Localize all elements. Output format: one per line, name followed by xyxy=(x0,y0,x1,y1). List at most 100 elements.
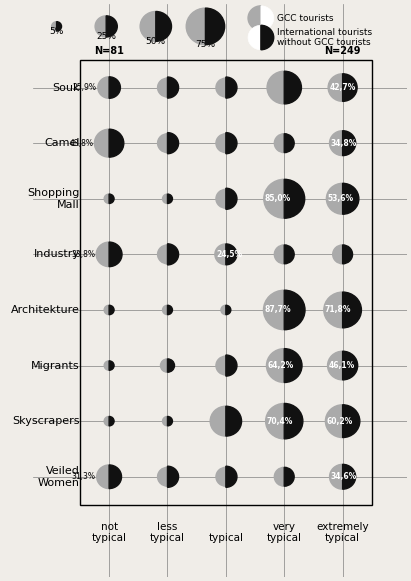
Wedge shape xyxy=(216,134,226,153)
Wedge shape xyxy=(168,77,179,98)
Wedge shape xyxy=(206,8,225,45)
Wedge shape xyxy=(226,244,237,265)
Wedge shape xyxy=(157,134,168,153)
Text: 60,2%: 60,2% xyxy=(327,417,353,426)
Text: 53,6%: 53,6% xyxy=(328,194,354,203)
Wedge shape xyxy=(343,245,353,264)
Wedge shape xyxy=(343,131,356,156)
Text: Skyscrapers: Skyscrapers xyxy=(12,416,80,426)
Wedge shape xyxy=(264,180,284,218)
Wedge shape xyxy=(168,359,175,372)
Wedge shape xyxy=(343,405,360,437)
Wedge shape xyxy=(261,6,274,30)
Text: 31,3%: 31,3% xyxy=(72,472,95,481)
Wedge shape xyxy=(109,77,120,98)
Wedge shape xyxy=(343,74,357,101)
Wedge shape xyxy=(168,466,179,487)
Wedge shape xyxy=(343,292,361,328)
Text: less
typical: less typical xyxy=(150,522,185,543)
Text: 70,4%: 70,4% xyxy=(267,417,293,426)
Text: 71,8%: 71,8% xyxy=(325,306,351,314)
Wedge shape xyxy=(104,305,109,315)
Wedge shape xyxy=(266,349,284,382)
Wedge shape xyxy=(226,132,237,154)
Wedge shape xyxy=(216,189,226,208)
Wedge shape xyxy=(248,26,261,50)
Wedge shape xyxy=(156,12,171,41)
Wedge shape xyxy=(216,78,226,97)
Wedge shape xyxy=(104,417,109,426)
Text: not
typical: not typical xyxy=(92,522,127,543)
Wedge shape xyxy=(168,194,173,203)
Wedge shape xyxy=(98,77,109,98)
Wedge shape xyxy=(226,188,237,209)
Wedge shape xyxy=(109,465,122,489)
Wedge shape xyxy=(168,244,179,265)
Wedge shape xyxy=(343,351,358,380)
Wedge shape xyxy=(216,356,226,375)
Wedge shape xyxy=(226,77,237,98)
Text: Shopping
Mall: Shopping Mall xyxy=(28,188,80,210)
Text: 75%: 75% xyxy=(195,40,215,49)
Wedge shape xyxy=(109,361,114,370)
Wedge shape xyxy=(157,467,168,486)
Text: 64,2%: 64,2% xyxy=(268,361,294,370)
Wedge shape xyxy=(109,305,114,315)
Wedge shape xyxy=(328,351,343,380)
Wedge shape xyxy=(186,8,206,45)
Text: Architekture: Architekture xyxy=(11,305,80,315)
Wedge shape xyxy=(216,467,226,486)
Wedge shape xyxy=(168,417,173,426)
Text: Industry: Industry xyxy=(34,249,80,259)
Wedge shape xyxy=(162,305,168,315)
Text: 87,7%: 87,7% xyxy=(265,306,291,314)
Text: Camel: Camel xyxy=(44,138,80,148)
Wedge shape xyxy=(226,466,237,487)
Text: 43,8%: 43,8% xyxy=(69,139,93,148)
Wedge shape xyxy=(248,6,261,30)
Wedge shape xyxy=(324,292,343,328)
Wedge shape xyxy=(104,194,109,203)
Text: very
typical: very typical xyxy=(267,522,302,543)
Text: Souk: Souk xyxy=(53,83,80,92)
Wedge shape xyxy=(162,194,168,203)
Wedge shape xyxy=(109,417,114,426)
Text: 33,8%: 33,8% xyxy=(71,250,95,259)
Wedge shape xyxy=(168,305,173,315)
Text: 34,6%: 34,6% xyxy=(331,472,357,481)
Wedge shape xyxy=(326,183,343,214)
Wedge shape xyxy=(330,464,343,489)
Wedge shape xyxy=(95,129,109,157)
Wedge shape xyxy=(284,245,294,264)
Wedge shape xyxy=(326,405,343,437)
Wedge shape xyxy=(263,290,284,330)
Wedge shape xyxy=(284,467,294,486)
Text: 25,9%: 25,9% xyxy=(73,83,97,92)
Wedge shape xyxy=(284,403,303,439)
Wedge shape xyxy=(284,349,302,382)
Wedge shape xyxy=(332,245,343,264)
Text: N=249: N=249 xyxy=(324,46,361,56)
Wedge shape xyxy=(284,134,294,153)
Wedge shape xyxy=(284,290,305,330)
Wedge shape xyxy=(261,26,274,50)
Wedge shape xyxy=(226,406,242,436)
Wedge shape xyxy=(109,194,114,203)
Text: 46,1%: 46,1% xyxy=(329,361,355,370)
Wedge shape xyxy=(330,131,343,156)
Wedge shape xyxy=(274,134,284,153)
Wedge shape xyxy=(274,245,284,264)
Text: 42,7%: 42,7% xyxy=(329,83,356,92)
Wedge shape xyxy=(160,359,168,372)
Wedge shape xyxy=(343,183,359,214)
Text: 5%: 5% xyxy=(49,27,64,35)
Wedge shape xyxy=(267,71,284,104)
Wedge shape xyxy=(97,465,109,489)
Wedge shape xyxy=(57,21,62,31)
Text: Migrants: Migrants xyxy=(31,361,80,371)
Wedge shape xyxy=(343,464,356,489)
Text: GCC tourists: GCC tourists xyxy=(277,13,334,23)
Text: typical: typical xyxy=(208,533,243,543)
Wedge shape xyxy=(328,74,343,101)
Wedge shape xyxy=(52,21,57,31)
